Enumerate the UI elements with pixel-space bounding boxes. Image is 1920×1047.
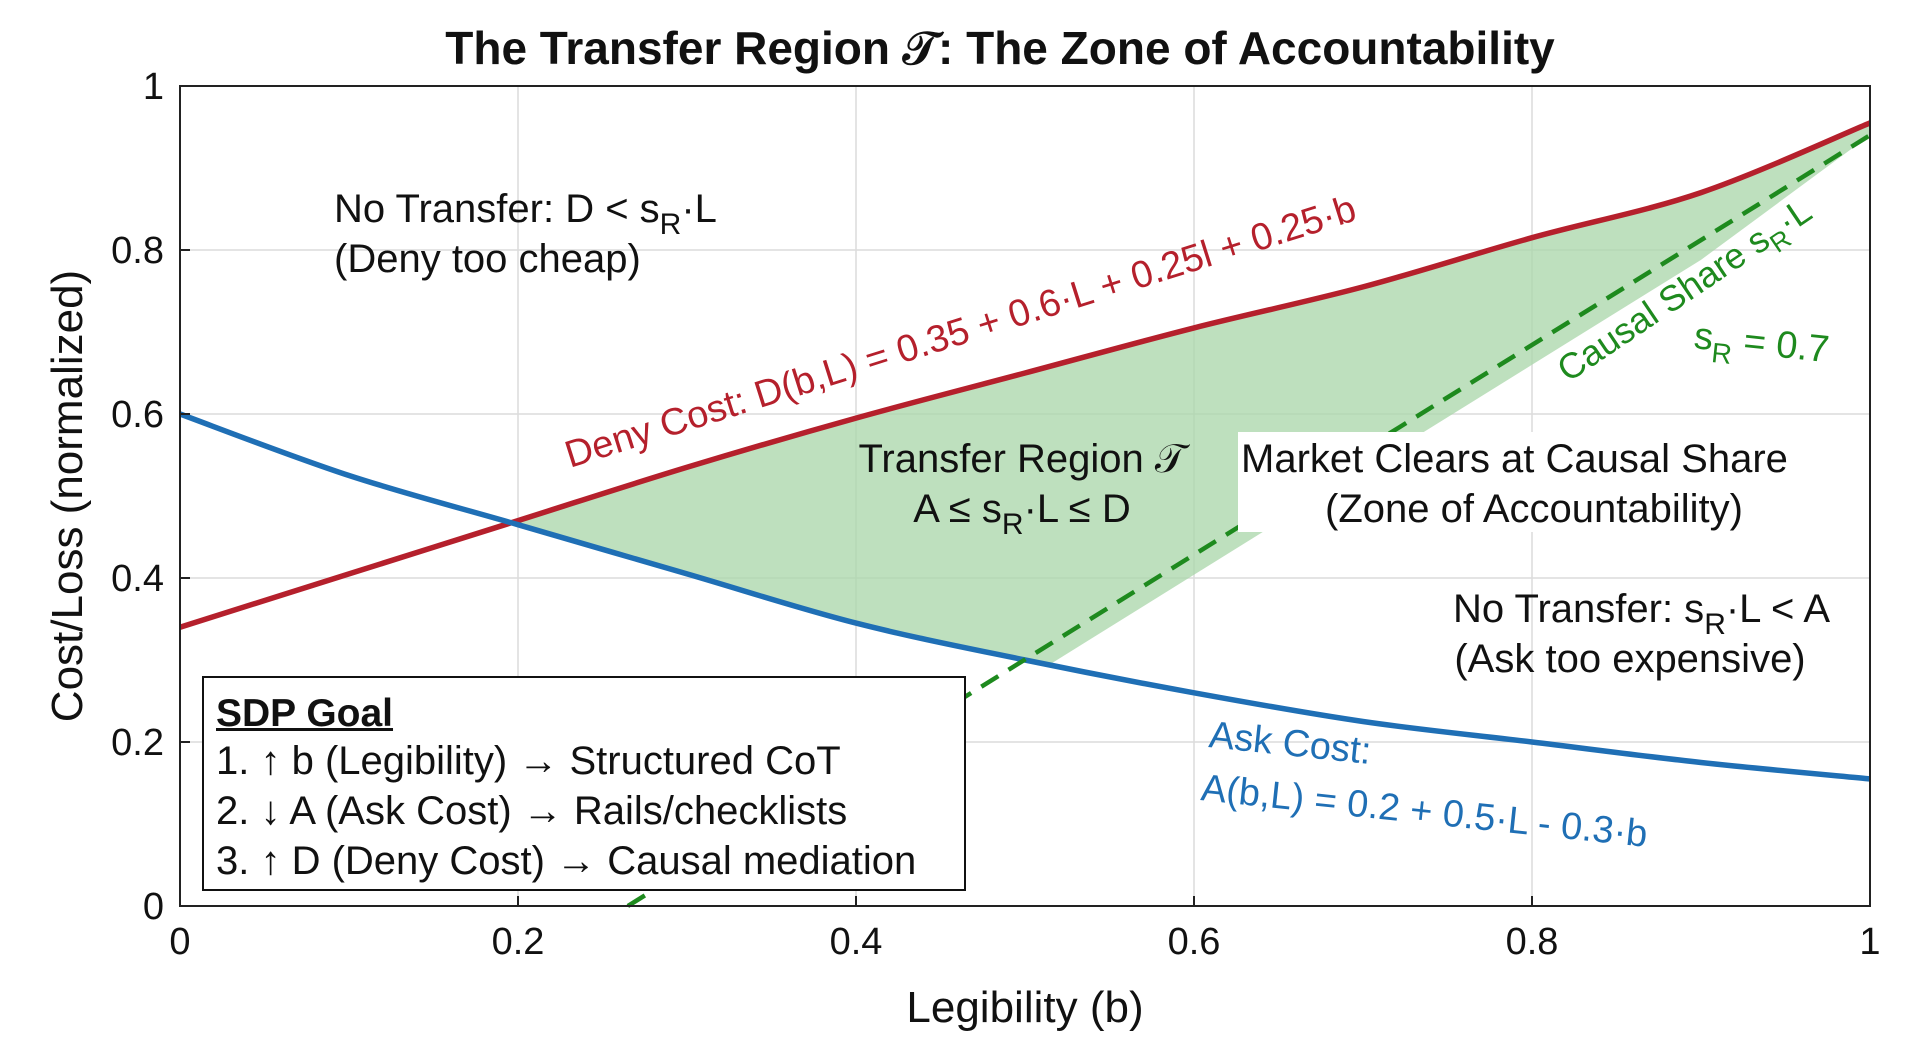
sdp-goal-item: 2. ↓ A (Ask Cost) → Rails/checklists	[216, 789, 848, 833]
y-tick-label: 0.4	[111, 558, 164, 600]
x-tick-label: 0.4	[830, 921, 883, 963]
market-clears-line1: Market Clears at Causal Share	[1241, 437, 1788, 481]
y-tick-label: 0.8	[111, 230, 164, 272]
sdp-goal-item: 3. ↑ D (Deny Cost) → Causal mediation	[216, 839, 917, 883]
plot-frame	[179, 85, 1871, 907]
y-tick-label: 0	[143, 886, 164, 928]
y-tick-label: 0.6	[111, 394, 164, 436]
x-tick-label: 0	[169, 921, 190, 963]
no-transfer-top-line1: No Transfer: D < sR·L	[334, 187, 717, 241]
sr-value-main: s	[1692, 315, 1715, 359]
ask-cost-label-line2: A(b,L) = 0.2 + 0.5·L - 0.3·b	[1199, 767, 1649, 856]
market-label-bg	[1238, 432, 1832, 532]
no-transfer-bottom-sub: R	[1704, 608, 1726, 641]
transfer-region-line1: Transfer Region 𝒯	[858, 437, 1190, 481]
sr-value-label: sR = 0.7	[1691, 315, 1831, 380]
x-tick-label: 0.8	[1506, 921, 1559, 963]
transfer-region-line2: A ≤ sR·L ≤ D	[913, 487, 1130, 541]
y-axis-label: Cost/Loss (normalized)	[43, 270, 92, 722]
sr-value-tail: = 0.7	[1731, 319, 1831, 371]
x-tick-label: 0.6	[1168, 921, 1221, 963]
ask-cost-label-line1: Ask Cost:	[1207, 714, 1373, 773]
y-tick-label: 0.2	[111, 722, 164, 764]
no-transfer-top-line2: (Deny too cheap)	[334, 237, 641, 281]
x-tick-label: 0.2	[492, 921, 545, 963]
no-transfer-top-tail: ·L	[681, 187, 717, 231]
market-clears-line2: (Zone of Accountability)	[1325, 487, 1743, 531]
x-tick-label: 1	[1859, 921, 1880, 963]
transfer-region-fill	[492, 122, 1870, 665]
sr-value-sub: R	[1710, 337, 1733, 370]
no-transfer-bottom-line1: No Transfer: sR·L < A	[1453, 587, 1830, 641]
y-tick-label: 1	[143, 66, 164, 108]
tick-labels: 0 0.2 0.4 0.6 0.8 1 0 0.2 0.4 0.6 0.8 1	[111, 66, 1880, 963]
sdp-goal-item: 1. ↑ b (Legibility) → Structured CoT	[216, 739, 841, 783]
sdp-goal-title: SDP Goal	[216, 692, 394, 735]
no-transfer-top-sub: R	[660, 208, 682, 241]
chart-title: The Transfer Region 𝒯: The Zone of Accou…	[445, 22, 1555, 74]
no-transfer-bottom-main: No Transfer: s	[1453, 587, 1704, 631]
transfer-region-sub: R	[1002, 508, 1024, 541]
no-transfer-top-main: No Transfer: D < s	[334, 187, 660, 231]
series-line-deny-cost	[179, 120, 1872, 630]
transfer-region-main: A ≤ s	[913, 487, 1002, 531]
transfer-region-tail: ·L ≤ D	[1024, 487, 1131, 531]
sdp-goal-box: SDP Goal 1. ↑ b (Legibility) → Structure…	[202, 676, 966, 891]
no-transfer-bottom-line2: (Ask too expensive)	[1454, 637, 1805, 681]
no-transfer-bottom-tail: ·L < A	[1726, 587, 1830, 631]
x-axis-label: Legibility (b)	[906, 983, 1143, 1032]
